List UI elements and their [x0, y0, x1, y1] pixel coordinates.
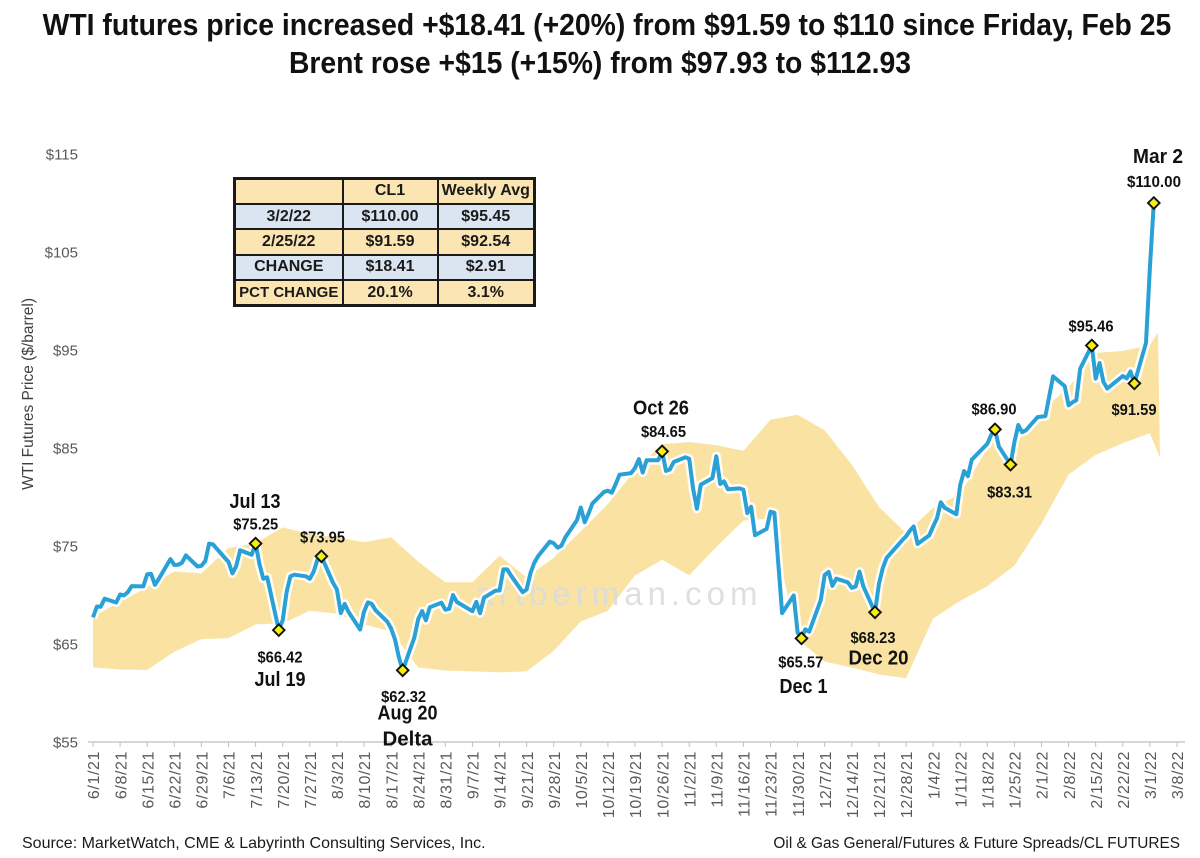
svg-text:$95: $95 — [53, 343, 78, 360]
svg-text:1/4/22: 1/4/22 — [926, 751, 943, 799]
svg-text:6/15/21: 6/15/21 — [140, 751, 157, 809]
svg-text:Oct 26: Oct 26 — [633, 398, 689, 420]
svg-text:3/1/22: 3/1/22 — [1143, 751, 1160, 799]
svg-text:12/28/21: 12/28/21 — [899, 751, 916, 818]
svg-text:8/3/21: 8/3/21 — [330, 751, 347, 799]
svg-text:$86.90: $86.90 — [972, 402, 1017, 419]
svg-text:9/14/21: 9/14/21 — [493, 751, 510, 809]
svg-text:$91.59: $91.59 — [1112, 402, 1157, 419]
svg-text:12/7/21: 12/7/21 — [818, 751, 835, 809]
svg-text:6/1/21: 6/1/21 — [86, 751, 103, 799]
svg-text:3/8/22: 3/8/22 — [1170, 751, 1187, 799]
svg-text:12/21/21: 12/21/21 — [872, 751, 889, 818]
svg-text:1/11/22: 1/11/22 — [953, 751, 970, 807]
svg-text:Delta: Delta — [383, 729, 434, 751]
svg-text:Jul 19: Jul 19 — [255, 669, 306, 691]
svg-text:11/16/21: 11/16/21 — [737, 751, 754, 817]
svg-text:2/15/22: 2/15/22 — [1089, 751, 1106, 809]
svg-text:11/30/21: 11/30/21 — [791, 751, 808, 817]
svg-text:$55: $55 — [53, 735, 78, 752]
svg-text:Dec 1: Dec 1 — [780, 676, 828, 698]
svg-text:12/14/21: 12/14/21 — [845, 751, 862, 818]
svg-text:Mar 2: Mar 2 — [1133, 146, 1183, 168]
svg-text:Jul 13: Jul 13 — [230, 491, 281, 513]
svg-text:6/22/21: 6/22/21 — [168, 751, 185, 809]
svg-text:6/29/21: 6/29/21 — [195, 751, 212, 809]
svg-text:$73.95: $73.95 — [300, 530, 345, 547]
svg-text:2/1/22: 2/1/22 — [1035, 751, 1052, 799]
svg-text:Aug 20: Aug 20 — [378, 703, 438, 725]
svg-text:2/8/22: 2/8/22 — [1062, 751, 1079, 799]
svg-text:10/26/21: 10/26/21 — [655, 751, 672, 818]
svg-text:$62.32: $62.32 — [381, 689, 426, 706]
svg-text:$75: $75 — [53, 539, 78, 556]
svg-text:1/18/22: 1/18/22 — [981, 751, 998, 809]
svg-text:$68.23: $68.23 — [851, 630, 896, 647]
svg-text:7/13/21: 7/13/21 — [249, 751, 266, 809]
svg-text:Dec 20: Dec 20 — [849, 648, 909, 670]
svg-text:8/31/21: 8/31/21 — [439, 751, 456, 809]
svg-text:$65: $65 — [53, 637, 78, 654]
svg-text:$115: $115 — [46, 147, 78, 164]
svg-text:8/24/21: 8/24/21 — [411, 751, 428, 809]
svg-text:10/5/21: 10/5/21 — [574, 751, 591, 809]
svg-text:7/20/21: 7/20/21 — [276, 751, 293, 809]
svg-text:10/19/21: 10/19/21 — [628, 751, 645, 818]
svg-text:11/23/21: 11/23/21 — [764, 751, 781, 817]
svg-text:8/17/21: 8/17/21 — [384, 751, 401, 809]
svg-text:$75.25: $75.25 — [233, 517, 278, 534]
svg-text:$83.31: $83.31 — [987, 485, 1032, 502]
svg-text:1/25/22: 1/25/22 — [1008, 751, 1025, 809]
svg-text:$85: $85 — [53, 441, 78, 458]
svg-text:10/12/21: 10/12/21 — [601, 751, 618, 818]
svg-text:9/21/21: 9/21/21 — [520, 751, 537, 809]
svg-text:$65.57: $65.57 — [778, 655, 823, 672]
svg-text:7/27/21: 7/27/21 — [303, 751, 320, 809]
svg-text:$95.46: $95.46 — [1069, 319, 1114, 336]
svg-text:$84.65: $84.65 — [641, 424, 686, 441]
svg-text:WTI Futures Price ($/barrel): WTI Futures Price ($/barrel) — [20, 298, 37, 490]
svg-text:8/10/21: 8/10/21 — [357, 751, 374, 809]
svg-text:9/28/21: 9/28/21 — [547, 751, 564, 809]
svg-text:$105: $105 — [45, 245, 78, 262]
svg-text:2/22/22: 2/22/22 — [1116, 751, 1133, 809]
svg-text:$66.42: $66.42 — [258, 650, 303, 667]
svg-text:$110.00: $110.00 — [1127, 174, 1181, 191]
svg-text:9/7/21: 9/7/21 — [466, 751, 483, 799]
svg-text:6/8/21: 6/8/21 — [113, 751, 130, 799]
svg-text:11/2/21: 11/2/21 — [682, 751, 699, 807]
svg-text:11/9/21: 11/9/21 — [710, 751, 727, 807]
svg-text:7/6/21: 7/6/21 — [222, 751, 239, 799]
